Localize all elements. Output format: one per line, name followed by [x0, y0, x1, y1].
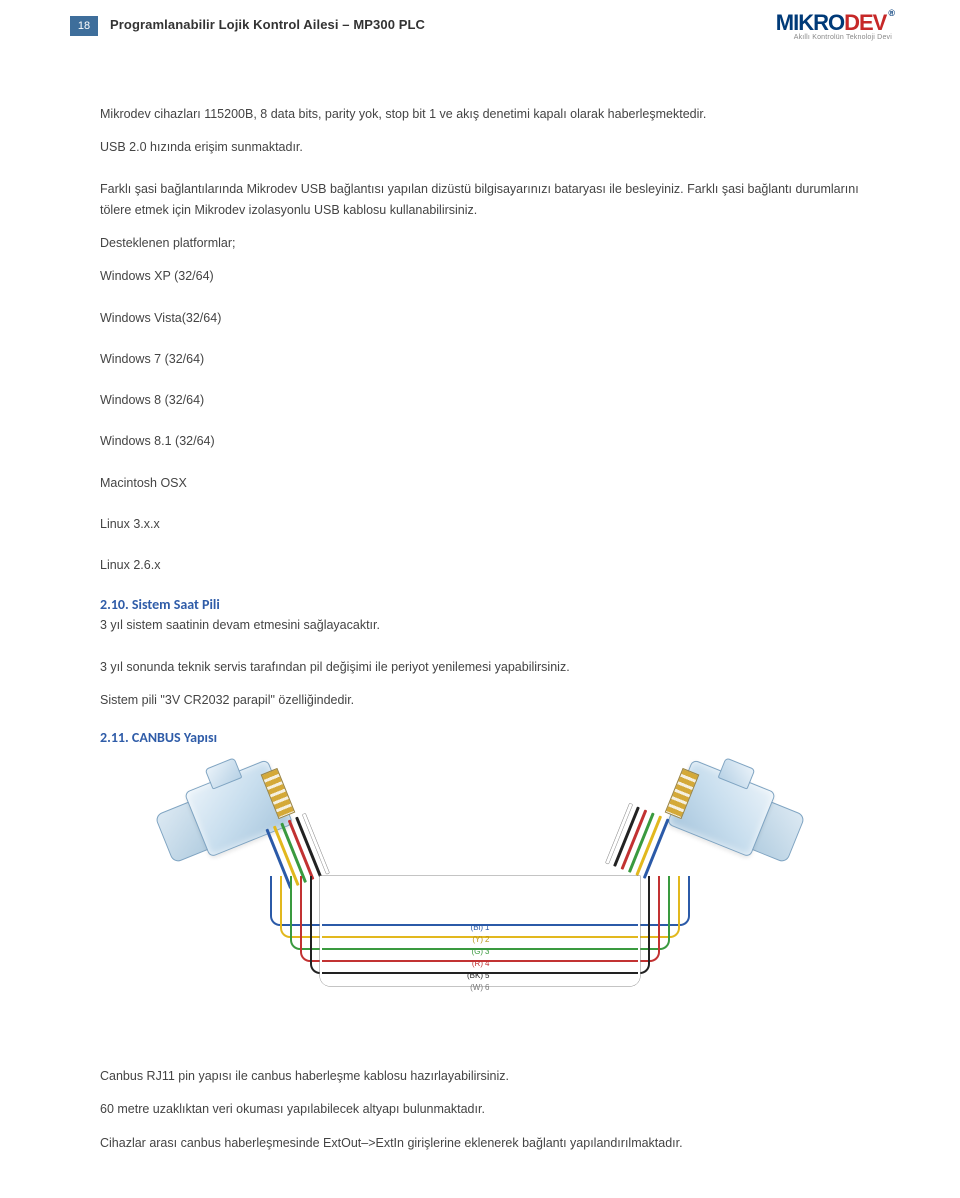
logo-part-1: MIKRO — [776, 10, 844, 35]
paragraph: 3 yıl sistem saatinin devam etmesini sağ… — [100, 615, 860, 636]
paragraph: Farklı şasi bağlantılarında Mikrodev USB… — [100, 179, 860, 222]
paragraph: Canbus RJ11 pin yapısı ile canbus haberl… — [100, 1066, 860, 1087]
paragraph: Cihazlar arası canbus haberleşmesinde Ex… — [100, 1133, 860, 1154]
platform-item: Macintosh OSX — [100, 473, 860, 494]
pin-code: (BK) — [465, 970, 483, 982]
paragraph: 60 metre uzaklıktan veri okuması yapılab… — [100, 1099, 860, 1120]
document-title: Programlanabilir Lojik Kontrol Ailesi – … — [110, 17, 425, 32]
pin-num: 6 — [485, 982, 495, 994]
paragraph: USB 2.0 hızında erişim sunmaktadır. — [100, 137, 860, 158]
canbus-wiring-diagram: (Bl)1 (Y)2 (G)3 (R)4 (BK)5 (W)6 — [160, 766, 800, 1046]
pin-num: 5 — [485, 970, 495, 982]
paragraph: Mikrodev cihazları 115200B, 8 data bits,… — [100, 104, 860, 125]
pin-code: (W) — [465, 982, 483, 994]
page-content: Mikrodev cihazları 115200B, 8 data bits,… — [0, 64, 960, 1154]
brand-logo: MIKRODEV® Akıllı Kontrolün Teknoloji Dev… — [776, 10, 892, 41]
section-heading-211: 2.11. CANBUS Yapısı — [100, 729, 860, 746]
section-heading-210: 2.10. Sistem Saat Pili — [100, 596, 860, 613]
platform-item: Windows 8.1 (32/64) — [100, 431, 860, 452]
platform-item: Windows 8 (32/64) — [100, 390, 860, 411]
paragraph: 3 yıl sonunda teknik servis tarafından p… — [100, 657, 860, 678]
page-number-badge: 18 — [70, 16, 98, 36]
paragraph: Desteklenen platformlar; — [100, 233, 860, 254]
platform-item: Windows 7 (32/64) — [100, 349, 860, 370]
platform-item: Linux 2.6.x — [100, 555, 860, 576]
platform-item: Windows XP (32/64) — [100, 266, 860, 287]
pin-num: 3 — [485, 946, 495, 958]
pin-code: (G) — [465, 946, 483, 958]
pin-num: 4 — [485, 958, 495, 970]
pin-num: 2 — [485, 934, 495, 946]
platform-item: Windows Vista(32/64) — [100, 308, 860, 329]
pin-code: (R) — [465, 958, 483, 970]
mikrodev-logo-icon: MIKRODEV® — [776, 10, 892, 36]
logo-registered: ® — [888, 8, 894, 18]
pin-code: (Bl) — [465, 922, 483, 934]
pin-code: (Y) — [465, 934, 483, 946]
logo-part-2: DEV — [844, 10, 886, 35]
page-header: 18 Programlanabilir Lojik Kontrol Ailesi… — [0, 0, 960, 64]
paragraph: Sistem pili "3V CR2032 parapil" özelliği… — [100, 690, 860, 711]
platform-item: Linux 3.x.x — [100, 514, 860, 535]
pin-label-legend: (Bl)1 (Y)2 (G)3 (R)4 (BK)5 (W)6 — [465, 922, 495, 994]
pin-num: 1 — [485, 922, 495, 934]
